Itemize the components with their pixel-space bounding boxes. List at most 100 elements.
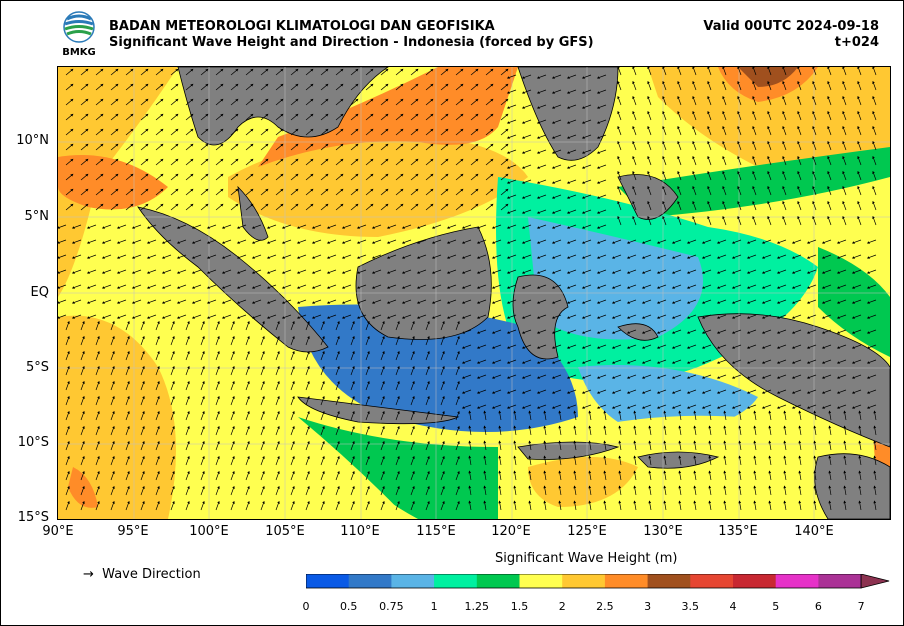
wave-arrow [872,80,877,91]
wave-arrow [185,128,194,136]
wave-arrow [425,83,434,91]
wave-arrow [350,188,359,196]
wave-arrow [671,239,682,244]
wave-arrow [395,158,404,166]
wave-arrow [767,80,772,91]
wave-arrow [245,83,254,91]
wave-arrow [692,155,697,166]
wave-arrow [140,68,149,76]
wave-arrow [491,224,502,229]
wave-arrow [440,173,449,181]
wave-arrow [131,239,142,244]
wave-arrow [782,155,787,166]
wave-arrow [116,239,127,244]
wave-arrow [647,95,652,106]
wave-arrow [617,215,622,226]
wave-arrow [275,83,284,91]
wave-arrow [806,254,817,259]
wave-arrow [551,254,562,259]
colorbar-segments [306,574,890,589]
wave-arrow [155,98,164,106]
wave-arrow [290,188,299,196]
wave-arrow [365,203,374,211]
wave-arrow [536,179,547,184]
wave-arrow [506,104,517,109]
wave-arrow [470,203,479,211]
wave-arrow [752,155,757,166]
bmkg-logo: BMKG [62,11,96,57]
wave-arrow [707,200,712,211]
colorbar-segment [519,574,563,588]
wave-arrow [65,203,74,211]
wave-arrow [797,67,802,76]
wave-arrow [95,143,104,151]
wave-arrow [677,155,682,166]
wave-arrow [500,143,509,151]
wave-arrow [230,158,239,166]
wave-arrow [506,209,517,214]
wave-arrow [821,254,832,259]
wave-arrow [110,98,119,106]
lat-label-15s: 15°S [17,510,49,525]
wave-arrow [350,203,359,211]
colorbar-tick-label: 2 [558,600,566,613]
wave-arrow [707,80,712,91]
wave-arrow [140,203,149,211]
wave-arrow [155,203,164,211]
wave-arrow [476,254,487,259]
wave-arrow [752,200,757,211]
wave-arrow [827,80,832,91]
wave-arrow [455,68,464,76]
wave-arrow [662,200,667,211]
wave-arrow [245,158,254,166]
wave-arrow [731,239,742,244]
wave-arrow [566,74,577,79]
lon-label-110e: 110°E [340,524,380,539]
wave-arrow [827,140,832,151]
wave-arrow [596,104,607,109]
wave-arrow [521,224,532,229]
wave-arrow [416,224,427,229]
wave-arrow [290,128,299,136]
wave-arrow [722,215,727,226]
wave-arrow [80,83,89,91]
wave-arrow [551,179,562,184]
wave-arrow [566,104,577,109]
wave-arrow [245,128,254,136]
wave-arrow [110,188,119,196]
wave-arrow [101,224,112,229]
wave-arrow [95,68,104,76]
colorbar-tick-label: 4 [729,600,737,613]
wave-arrow [521,239,532,244]
wave-arrow [215,203,224,211]
wave-arrow [797,125,802,136]
wave-map [57,66,891,520]
wave-arrow [260,158,269,166]
wave-arrow [170,128,179,136]
wave-arrow [206,269,217,274]
wave-arrow [551,164,562,169]
wave-arrow [707,215,712,226]
wave-direction-arrows [58,67,877,511]
wave-arrow [662,185,667,196]
wave-arrow [260,203,269,211]
wave-arrow [521,149,532,154]
wave-arrow [260,98,269,106]
wave-arrow [707,185,712,196]
wave-zone-timor-orange [528,457,638,507]
wave-arrow [125,188,134,196]
wave-arrow [722,200,727,211]
wave-arrow [380,128,389,136]
wave-arrow [155,173,164,181]
wave-arrow [401,269,412,274]
wave-arrow [416,269,427,274]
wave-arrow [200,143,209,151]
wave-arrow [140,143,149,151]
wave-arrow [536,269,547,274]
wave-arrow [857,215,862,226]
wave-arrow [161,269,172,274]
wave-arrow [737,215,742,226]
wave-arrow [356,239,367,244]
wave-arrow [80,113,89,121]
wave-arrow [692,67,697,76]
